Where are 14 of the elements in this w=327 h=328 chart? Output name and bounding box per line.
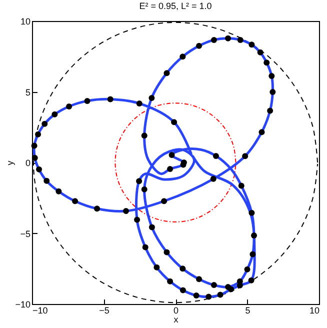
x-tick-label: −5 — [99, 306, 110, 316]
line-series — [32, 22, 318, 304]
y-axis-title: y — [5, 160, 16, 166]
chart-title: E² = 0.95, L² = 1.0 — [139, 1, 212, 11]
x-tick-label: 0 — [173, 306, 179, 316]
x-axis-title: x — [174, 314, 179, 324]
line-series — [114, 102, 236, 222]
x-tick-label: 5 — [245, 306, 250, 316]
y-tick-label: 0 — [25, 158, 30, 168]
x-tick-label: 10 — [309, 306, 320, 316]
y-tick-label: −5 — [20, 228, 30, 239]
y-tick-label: 10 — [20, 16, 30, 26]
x-tick-label: −10 — [32, 306, 48, 316]
y-tick-label: 5 — [25, 87, 30, 98]
